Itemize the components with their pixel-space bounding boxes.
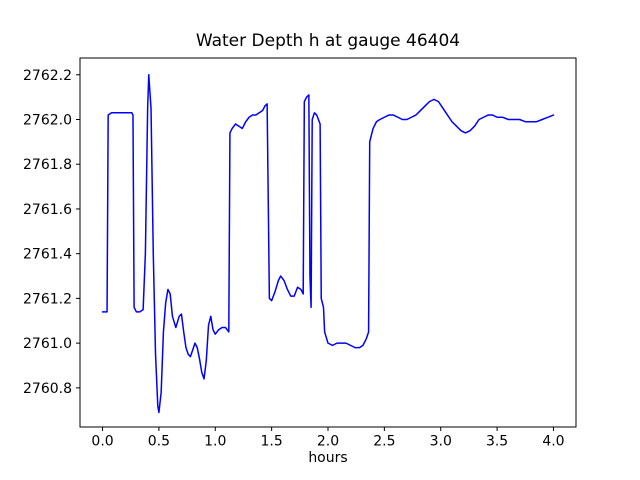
x-tick-label: 3.5	[486, 434, 508, 450]
y-tick-label: 2761.0	[23, 336, 72, 352]
x-axis-label: hours	[308, 450, 348, 466]
axes-box	[79, 57, 577, 428]
x-tick-label: 0.5	[148, 434, 170, 450]
y-tick-label: 2761.8	[23, 157, 72, 173]
x-tick-label: 4.0	[542, 434, 564, 450]
x-tick-label: 0.0	[91, 434, 113, 450]
x-tick-label: 3.0	[430, 434, 452, 450]
y-tick-label: 2761.2	[23, 291, 72, 307]
chart-title: Water Depth h at gauge 46404	[195, 31, 461, 51]
x-tick-label: 2.0	[317, 434, 339, 450]
water-depth-line	[101, 74, 555, 414]
x-tick-label: 1.5	[261, 434, 283, 450]
y-tick-label: 2762.2	[23, 68, 72, 84]
y-tick-label: 2760.8	[23, 381, 72, 397]
y-tick-label: 2762.0	[23, 113, 72, 129]
x-tick-label: 1.0	[204, 434, 226, 450]
x-tick-label: 2.5	[373, 434, 395, 450]
y-tick-label: 2761.6	[23, 202, 72, 218]
y-tick-label: 2761.4	[23, 247, 72, 263]
